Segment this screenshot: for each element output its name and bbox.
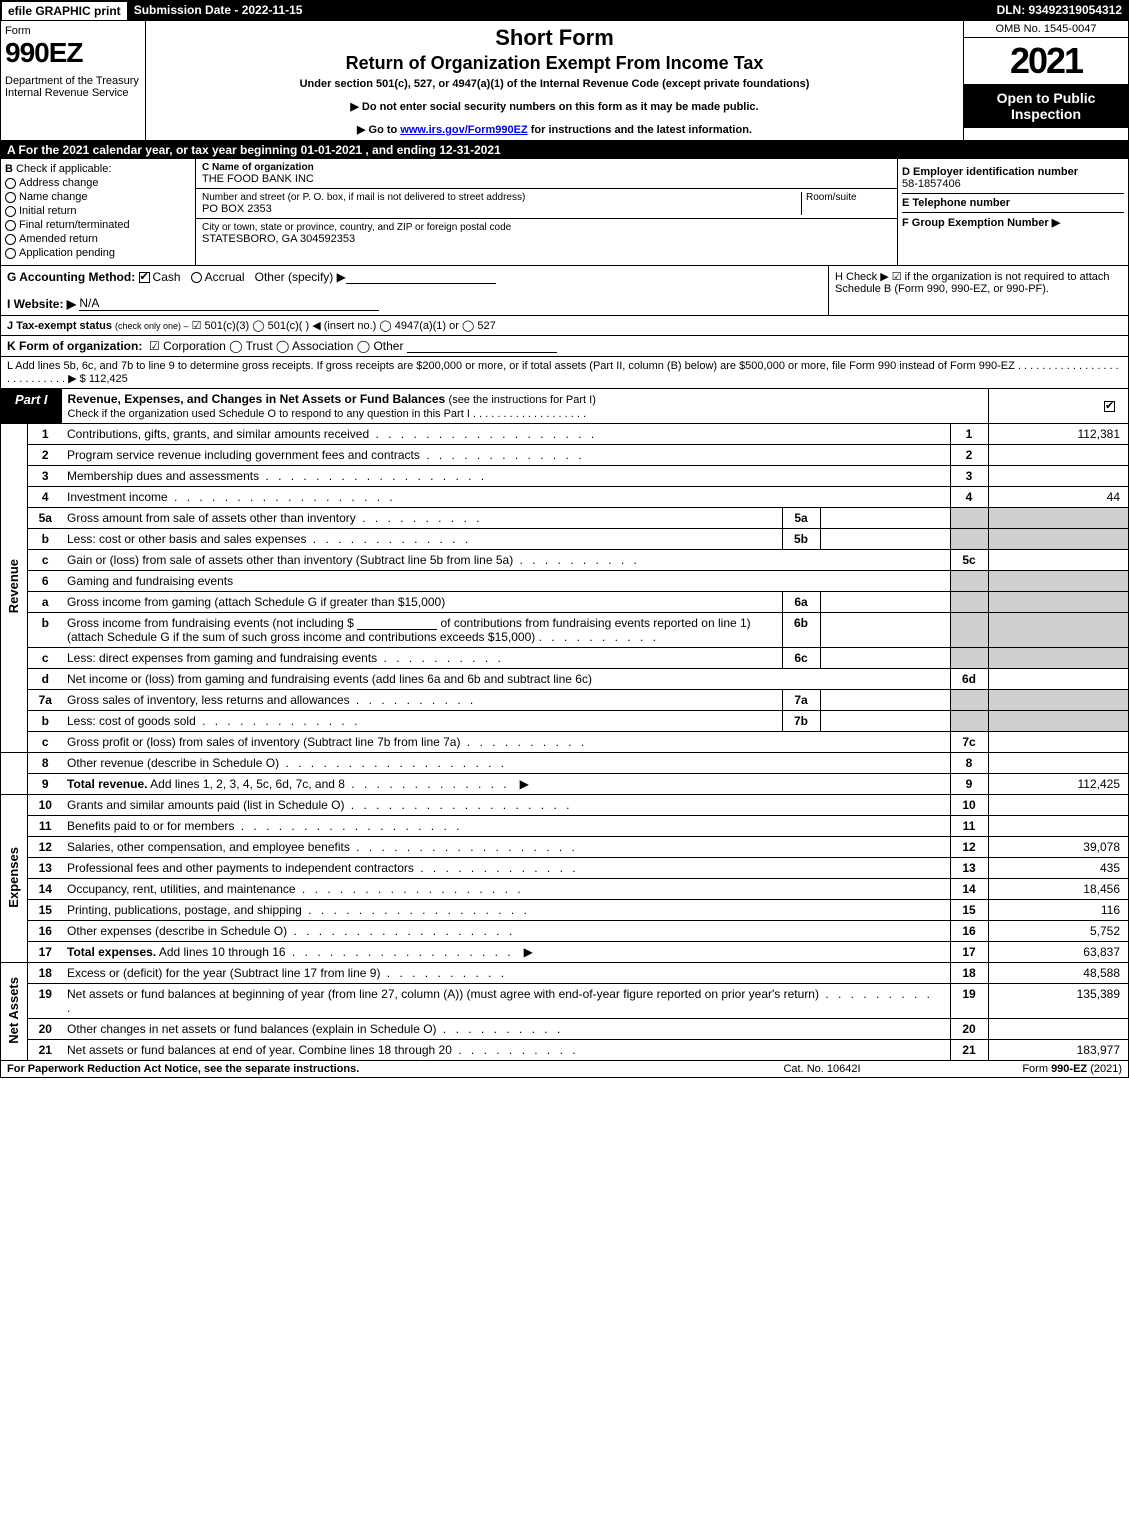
title-row: Form 990EZ Department of the Treasury In… <box>1 21 1128 141</box>
tax-year: 2021 <box>964 38 1128 84</box>
col-b: B Check if applicable: Address change Na… <box>1 159 196 265</box>
chk-amended-return[interactable]: Amended return <box>5 233 191 245</box>
amt-11 <box>988 816 1128 837</box>
org-name-cell: C Name of organization THE FOOD BANK INC <box>196 159 897 189</box>
amt-21: 183,977 <box>988 1040 1128 1061</box>
line-a: A For the 2021 calendar year, or tax yea… <box>1 141 1128 159</box>
phone-section: E Telephone number <box>902 194 1124 213</box>
chk-name-change[interactable]: Name change <box>5 191 191 203</box>
part-i-subtitle: Check if the organization used Schedule … <box>68 408 587 420</box>
amt-18: 48,588 <box>988 963 1128 984</box>
chk-address-change[interactable]: Address change <box>5 177 191 189</box>
submission-date: Submission Date - 2022-11-15 <box>128 1 309 21</box>
chk-initial-return[interactable]: Initial return <box>5 205 191 217</box>
amt-19: 135,389 <box>988 984 1128 1019</box>
form-id-block: Form 990EZ Department of the Treasury In… <box>1 21 146 140</box>
part-i-sched-o-check <box>988 389 1128 423</box>
ein-section: D Employer identification number 58-1857… <box>902 163 1124 194</box>
val-6b <box>820 613 950 648</box>
main-title: Return of Organization Exempt From Incom… <box>154 53 955 74</box>
chk-final-return[interactable]: Final return/terminated <box>5 219 191 231</box>
footer-right: Form 990-EZ (2021) <box>942 1063 1122 1075</box>
chk-accrual[interactable] <box>191 272 202 283</box>
warn-ssn: ▶ Do not enter social security numbers o… <box>154 100 955 113</box>
val-7b <box>820 711 950 732</box>
part-i-table: Revenue 1 Contributions, gifts, grants, … <box>1 424 1128 1061</box>
form-number: 990EZ <box>5 37 141 69</box>
amt-5c <box>988 550 1128 571</box>
website-value: N/A <box>79 296 379 311</box>
val-7a <box>820 690 950 711</box>
efile-print-label: efile GRAPHIC print <box>1 1 128 21</box>
dept-label: Department of the Treasury Internal Reve… <box>5 75 141 99</box>
open-to-public: Open to Public Inspection <box>964 84 1128 128</box>
amt-7c <box>988 732 1128 753</box>
org-address: PO BOX 2353 <box>202 203 801 215</box>
amt-15: 116 <box>988 900 1128 921</box>
chk-cash[interactable] <box>139 272 150 283</box>
title-right: OMB No. 1545-0047 2021 Open to Public In… <box>963 21 1128 140</box>
footer-left: For Paperwork Reduction Act Notice, see … <box>7 1063 702 1075</box>
form-word: Form <box>5 25 141 37</box>
val-5a <box>820 508 950 529</box>
amt-8 <box>988 753 1128 774</box>
line-l: L Add lines 5b, 6c, and 7b to line 9 to … <box>1 357 1128 389</box>
short-form-label: Short Form <box>154 25 955 51</box>
subtitle: Under section 501(c), 527, or 4947(a)(1)… <box>154 78 955 90</box>
amt-9: 112,425 <box>988 774 1128 795</box>
group-exemption-section: F Group Exemption Number ▶ <box>902 213 1124 232</box>
amt-2 <box>988 445 1128 466</box>
ein-value: 58-1857406 <box>902 178 1124 190</box>
amt-13: 435 <box>988 858 1128 879</box>
top-bar: efile GRAPHIC print Submission Date - 20… <box>1 1 1128 21</box>
website-label: I Website: ▶ <box>7 297 76 311</box>
val-6a <box>820 592 950 613</box>
part-i-header: Part I Revenue, Expenses, and Changes in… <box>1 389 1128 424</box>
amt-12: 39,078 <box>988 837 1128 858</box>
line-k: K Form of organization: ☑ Corporation ◯ … <box>1 336 1128 357</box>
amt-20 <box>988 1019 1128 1040</box>
amt-16: 5,752 <box>988 921 1128 942</box>
amt-14: 18,456 <box>988 879 1128 900</box>
amt-3 <box>988 466 1128 487</box>
side-expenses: Expenses <box>1 795 27 963</box>
amt-1: 112,381 <box>988 424 1128 445</box>
org-city: STATESBORO, GA 304592353 <box>202 233 891 245</box>
schedule-o-checkbox[interactable] <box>1104 401 1115 412</box>
line-g-h: G Accounting Method: Cash Accrual Other … <box>1 266 1128 316</box>
chk-application-pending[interactable]: Application pending <box>5 247 191 259</box>
footer-cat-no: Cat. No. 10642I <box>702 1063 942 1075</box>
amt-17: 63,837 <box>988 942 1128 963</box>
side-revenue: Revenue <box>1 424 27 753</box>
side-net-assets: Net Assets <box>1 963 27 1061</box>
amt-6d <box>988 669 1128 690</box>
form-990ez-page: efile GRAPHIC print Submission Date - 20… <box>0 0 1129 1078</box>
amt-4: 44 <box>988 487 1128 508</box>
addr-cell: Number and street (or P. O. box, if mail… <box>196 189 897 219</box>
irs-link[interactable]: www.irs.gov/Form990EZ <box>400 124 527 136</box>
city-cell: City or town, state or province, country… <box>196 219 897 248</box>
val-6c <box>820 648 950 669</box>
title-center: Short Form Return of Organization Exempt… <box>146 21 963 140</box>
gross-receipts: 112,425 <box>89 373 128 385</box>
col-c: C Name of organization THE FOOD BANK INC… <box>196 159 898 265</box>
line-h: H Check ▶ ☑ if the organization is not r… <box>828 266 1128 315</box>
org-name: THE FOOD BANK INC <box>202 173 891 185</box>
dln-label: DLN: 93492319054312 <box>991 1 1128 21</box>
part-i-tab: Part I <box>1 389 62 423</box>
val-5b <box>820 529 950 550</box>
omb-no: OMB No. 1545-0047 <box>964 21 1128 38</box>
footer: For Paperwork Reduction Act Notice, see … <box>1 1061 1128 1077</box>
col-d: D Employer identification number 58-1857… <box>898 159 1128 265</box>
warn-goto: ▶ Go to www.irs.gov/Form990EZ for instru… <box>154 123 955 136</box>
line-j: J Tax-exempt status (check only one) – ☑… <box>1 316 1128 336</box>
info-block: B Check if applicable: Address change Na… <box>1 159 1128 266</box>
amt-10 <box>988 795 1128 816</box>
line-g: G Accounting Method: Cash Accrual Other … <box>1 266 828 315</box>
